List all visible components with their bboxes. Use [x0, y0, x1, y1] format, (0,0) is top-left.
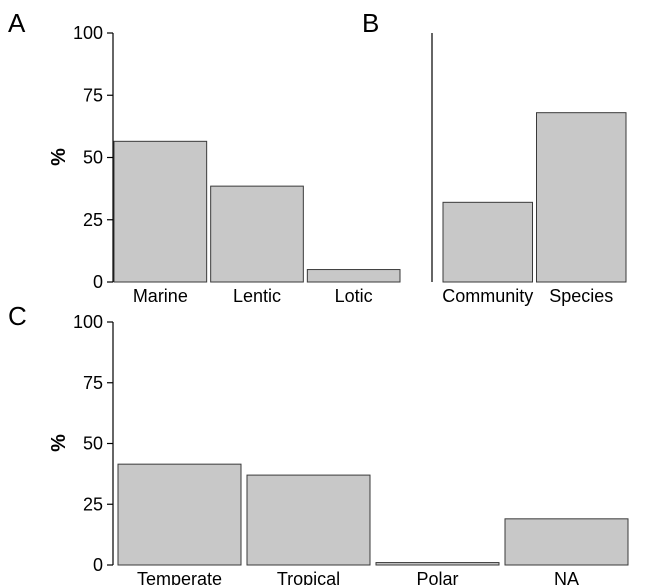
- x-tick-label-b-community: Community: [442, 286, 533, 306]
- y-tick-label-c-75: 75: [83, 373, 103, 393]
- y-tick-label-a-25: 25: [83, 210, 103, 230]
- bar-c-polar: [375, 562, 500, 566]
- x-tick-label-c-temperate: Temperate: [137, 569, 222, 585]
- bar-c-temperate: [117, 463, 242, 566]
- y-axis-label-c: %: [48, 434, 70, 452]
- y-tick-label-a-75: 75: [83, 85, 103, 105]
- x-tick-label-b-species: Species: [549, 286, 613, 306]
- bar-b-species: [536, 112, 627, 283]
- y-tick-label-a-0: 0: [93, 272, 103, 292]
- x-tick-label-c-tropical: Tropical: [277, 569, 340, 585]
- panel-label-c: C: [8, 301, 27, 331]
- x-tick-label-a-lotic: Lotic: [335, 286, 373, 306]
- x-tick-label-a-lentic: Lentic: [233, 286, 281, 306]
- y-tick-label-c-50: 50: [83, 434, 103, 454]
- bar-a-marine: [113, 140, 208, 283]
- panel-label-a: A: [8, 8, 26, 38]
- bar-a-lentic: [210, 185, 304, 283]
- y-axis-label-a: %: [48, 148, 70, 166]
- x-tick-label-a-marine: Marine: [133, 286, 188, 306]
- y-tick-label-c-0: 0: [93, 555, 103, 575]
- y-tick-label-a-100: 100: [73, 23, 103, 43]
- bar-a-lotic: [306, 269, 401, 283]
- bar-c-tropical: [246, 474, 371, 566]
- y-tick-label-c-25: 25: [83, 494, 103, 514]
- panel-b: B Community Species: [362, 8, 627, 306]
- panel-a: A % 0 25 50 75 100 Marine Lentic Lotic: [8, 8, 401, 306]
- panel-c: C % 0 25 50 75 100 Temperate Tropical Polar NA: [8, 301, 629, 585]
- panel-label-b: B: [362, 8, 379, 38]
- bar-b-community: [442, 201, 533, 283]
- x-tick-label-c-polar: Polar: [416, 569, 458, 585]
- bar-c-na: [504, 518, 629, 566]
- y-tick-label-c-100: 100: [73, 312, 103, 332]
- x-tick-label-c-na: NA: [554, 569, 579, 585]
- y-tick-label-a-50: 50: [83, 148, 103, 168]
